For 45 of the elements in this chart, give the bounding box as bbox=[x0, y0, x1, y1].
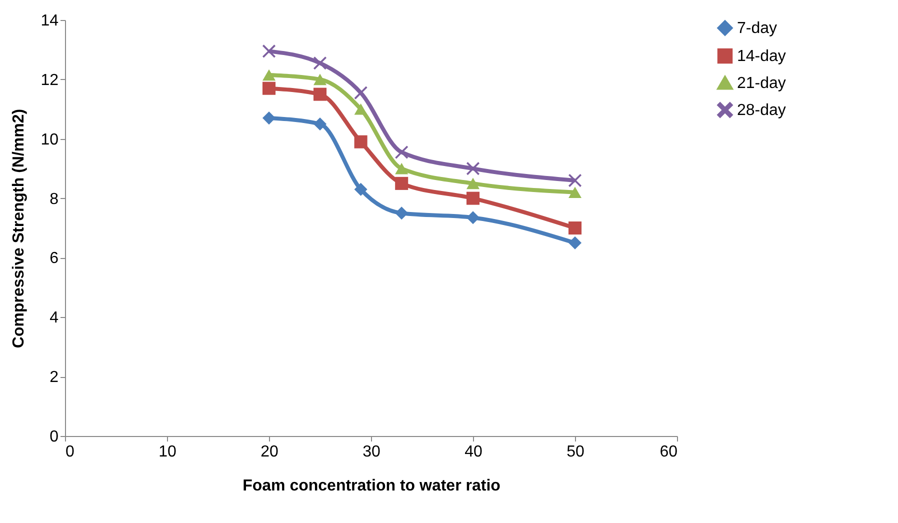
point bbox=[262, 44, 276, 58]
point bbox=[262, 112, 276, 125]
point bbox=[395, 206, 408, 220]
x-tick-label: 50 bbox=[566, 444, 584, 460]
y-tick-label: 4 bbox=[50, 310, 59, 327]
point bbox=[313, 117, 327, 131]
legend-label: 21-day bbox=[737, 75, 786, 92]
point bbox=[395, 146, 408, 159]
y-tick-label: 14 bbox=[40, 12, 59, 30]
y-tick-label: 6 bbox=[50, 250, 59, 268]
point bbox=[568, 221, 582, 235]
point bbox=[354, 103, 368, 115]
y-tick-label: 12 bbox=[40, 72, 59, 89]
point bbox=[354, 182, 368, 196]
legend-label: 14-day bbox=[737, 48, 786, 65]
x-tick-label: 20 bbox=[260, 444, 278, 460]
x-tick-label: 30 bbox=[362, 444, 380, 460]
point bbox=[466, 162, 480, 176]
y-tick-label: 0 bbox=[50, 428, 59, 446]
x-axis-title: Foam concentration to water ratio bbox=[242, 478, 501, 494]
legend-label: 28-day bbox=[737, 102, 786, 119]
x-tick-label: 60 bbox=[660, 444, 678, 460]
x-tick-label: 40 bbox=[464, 444, 482, 460]
point bbox=[466, 192, 480, 205]
point bbox=[395, 162, 408, 174]
point bbox=[466, 178, 480, 190]
y-tick-label: 10 bbox=[40, 131, 59, 148]
y-tick-label: 2 bbox=[50, 369, 59, 386]
x-tick-label: 10 bbox=[158, 444, 176, 460]
y-tick-label: 8 bbox=[50, 190, 59, 208]
legend-label: 7-day bbox=[737, 20, 778, 37]
point bbox=[313, 56, 327, 70]
x-tick-label: 0 bbox=[66, 444, 74, 460]
point bbox=[395, 176, 408, 190]
point bbox=[568, 174, 582, 187]
point bbox=[568, 186, 582, 198]
point bbox=[354, 135, 368, 148]
point bbox=[466, 211, 480, 224]
point bbox=[354, 86, 368, 100]
point bbox=[568, 236, 582, 250]
y-axis-title: Compressive Strength (N/mm2) bbox=[10, 108, 28, 348]
point bbox=[313, 88, 327, 101]
point bbox=[313, 74, 327, 86]
point bbox=[262, 69, 276, 81]
point bbox=[262, 82, 276, 95]
